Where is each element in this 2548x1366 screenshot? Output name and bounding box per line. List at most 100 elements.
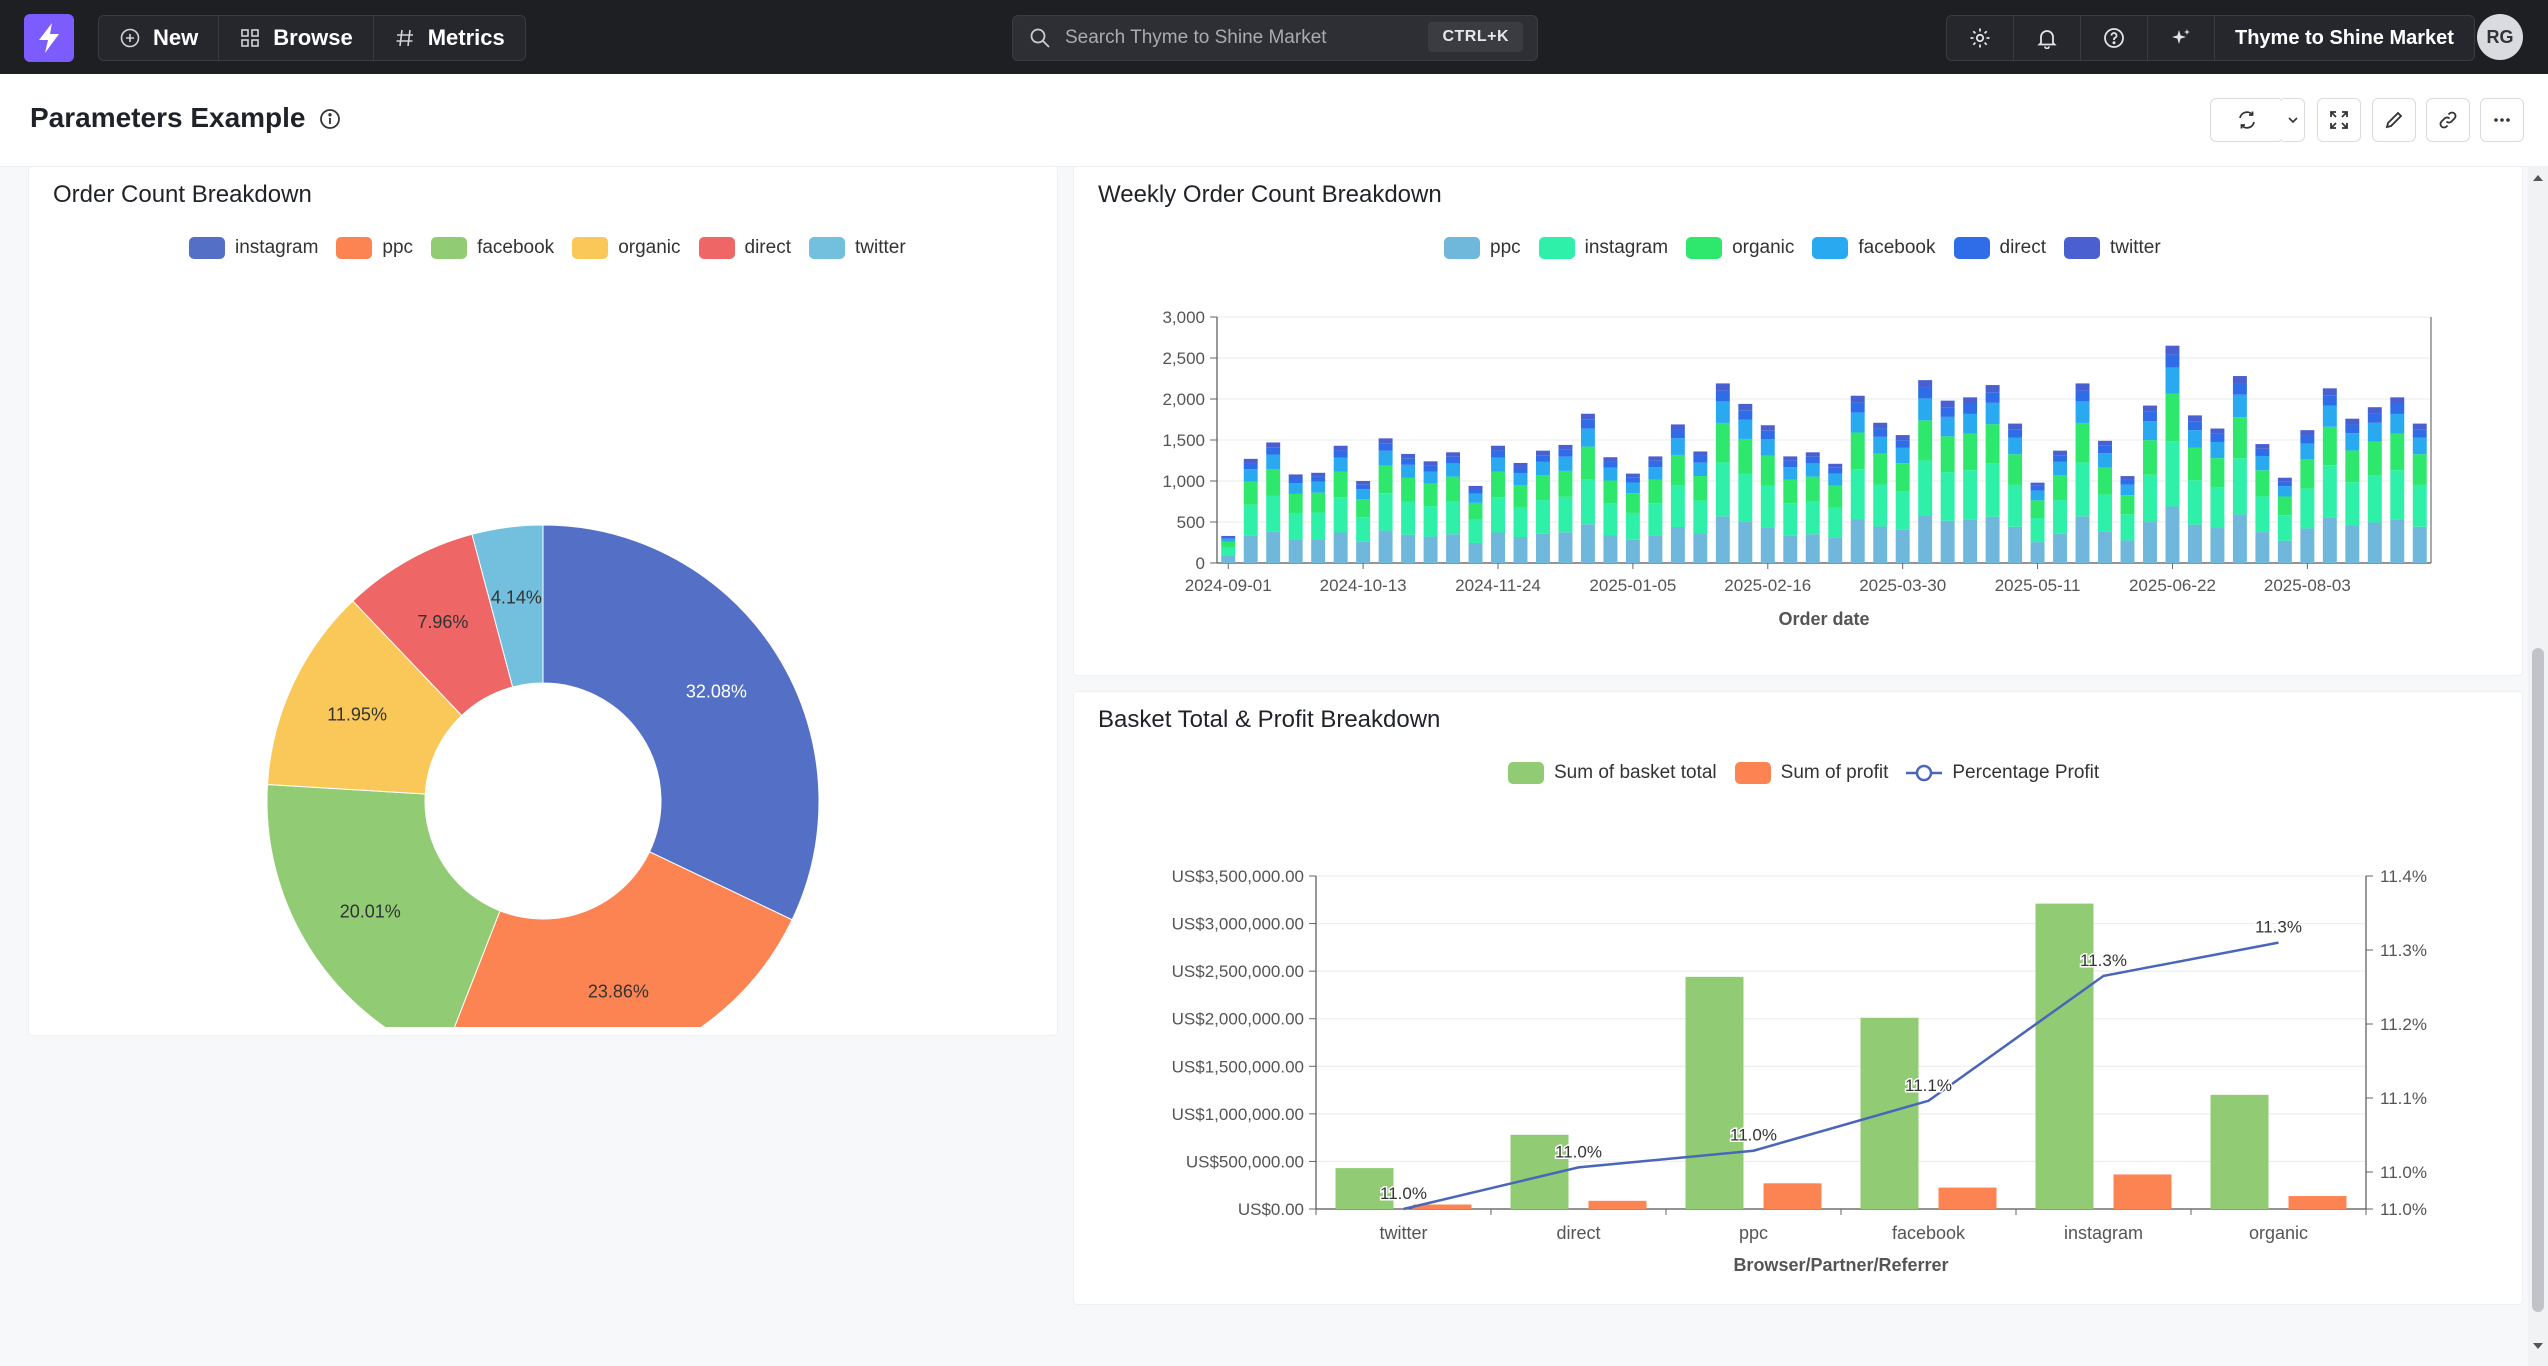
bar-segment-organic[interactable]	[2143, 440, 2157, 475]
bar-segment-twitter[interactable]	[1266, 442, 1281, 448]
bar-segment-facebook[interactable]	[1985, 402, 2000, 425]
bar-segment-direct[interactable]	[1401, 458, 1416, 465]
bar-segment-direct[interactable]	[1243, 463, 1258, 470]
bar-segment-facebook[interactable]	[1288, 483, 1303, 494]
bar-segment-organic[interactable]	[1625, 493, 1640, 513]
bar-segment-organic[interactable]	[1828, 485, 1843, 508]
bar-segment-twitter[interactable]	[1693, 451, 1708, 456]
bar-segment-ppc[interactable]	[1738, 521, 1753, 563]
bar-segment-ppc[interactable]	[1670, 526, 1685, 563]
bar-segment-direct[interactable]	[2143, 411, 2157, 422]
bar-segment-direct[interactable]	[1333, 450, 1348, 458]
bar-segment-ppc[interactable]	[1985, 516, 2000, 563]
bar-segment-twitter[interactable]	[2143, 405, 2157, 412]
bar-segment-instagram[interactable]	[2277, 515, 2292, 541]
bar-segment-facebook[interactable]	[1828, 473, 1843, 486]
bar-profit-ppc[interactable]	[1763, 1183, 1822, 1209]
bar-segment-ppc[interactable]	[1648, 535, 1663, 563]
bar-segment-instagram[interactable]	[1558, 496, 1573, 533]
app-logo[interactable]	[24, 14, 74, 62]
legend-item-sum-of-profit[interactable]: Sum of profit	[1734, 762, 1888, 784]
bar-segment-ppc[interactable]	[2277, 540, 2292, 563]
bar-segment-twitter[interactable]	[1446, 452, 1461, 457]
bar-segment-twitter[interactable]	[2367, 407, 2382, 414]
bar-segment-direct[interactable]	[2120, 479, 2135, 485]
bar-segment-ppc[interactable]	[1940, 520, 1955, 563]
bar-segment-instagram[interactable]	[1648, 503, 1663, 536]
refresh-button[interactable]	[2210, 98, 2284, 142]
bar-segment-ppc[interactable]	[1333, 532, 1348, 563]
bar-segment-twitter[interactable]	[2300, 430, 2315, 436]
bar-segment-organic[interactable]	[1805, 476, 1820, 502]
edit-button[interactable]	[2372, 98, 2416, 142]
percentage-profit-line[interactable]	[1403, 941, 2279, 1211]
bar-segment-facebook[interactable]	[1558, 456, 1573, 471]
pie-slice-organic[interactable]	[266, 600, 463, 795]
bar-segment-direct[interactable]	[1670, 429, 1685, 439]
bar-segment-organic[interactable]	[1243, 481, 1258, 505]
bar-segment-twitter[interactable]	[2187, 415, 2202, 422]
bar-segment-facebook[interactable]	[2277, 486, 2292, 497]
bar-segment-direct[interactable]	[1963, 403, 1978, 414]
bar-segment-facebook[interactable]	[1850, 412, 1865, 433]
bar-segment-facebook[interactable]	[1356, 489, 1371, 500]
bar-segment-facebook[interactable]	[1536, 461, 1550, 476]
bar-segment-twitter[interactable]	[2322, 388, 2337, 396]
settings-button[interactable]	[1947, 16, 2014, 60]
scrollbar-thumb[interactable]	[2532, 648, 2544, 1312]
bar-segment-direct[interactable]	[1738, 410, 1753, 420]
legend-item-facebook[interactable]: facebook	[431, 237, 554, 259]
bar-segment-direct[interactable]	[2232, 383, 2247, 395]
bar-segment-organic[interactable]	[1715, 422, 1730, 463]
bar-segment-ppc[interactable]	[1491, 532, 1505, 563]
bar-segment-ppc[interactable]	[2053, 533, 2068, 563]
bar-segment-instagram[interactable]	[1940, 472, 1955, 521]
bar-segment-twitter[interactable]	[1985, 385, 2000, 393]
bar-segment-organic[interactable]	[1401, 477, 1416, 502]
bar-segment-facebook[interactable]	[2053, 461, 2068, 476]
bar-segment-direct[interactable]	[1805, 456, 1820, 464]
bar-segment-facebook[interactable]	[1580, 428, 1595, 447]
bar-profit-twitter[interactable]	[1413, 1204, 1472, 1209]
new-button[interactable]: New	[99, 16, 220, 60]
bar-segment-instagram[interactable]	[1536, 500, 1550, 534]
bar-segment-organic[interactable]	[2053, 475, 2068, 501]
bar-segment-organic[interactable]	[2367, 441, 2382, 476]
bar-segment-facebook[interactable]	[2165, 367, 2180, 394]
bar-segment-twitter[interactable]	[1805, 452, 1820, 457]
bar-segment-organic[interactable]	[2277, 496, 2292, 516]
bar-segment-direct[interactable]	[1648, 460, 1663, 468]
bar-segment-instagram[interactable]	[2143, 474, 2157, 523]
pie-slice-facebook[interactable]	[266, 784, 501, 1027]
bar-segment-ppc[interactable]	[1311, 539, 1326, 563]
bar-segment-facebook[interactable]	[1670, 438, 1685, 455]
bar-segment-facebook[interactable]	[1805, 463, 1820, 477]
bar-segment-instagram[interactable]	[2030, 517, 2045, 543]
fullscreen-button[interactable]	[2317, 98, 2361, 142]
bar-segment-facebook[interactable]	[2120, 484, 2135, 496]
bar-segment-ppc[interactable]	[1805, 534, 1820, 563]
bar-segment-organic[interactable]	[1356, 499, 1371, 518]
bar-segment-direct[interactable]	[1873, 428, 1888, 437]
bar-segment-facebook[interactable]	[1693, 462, 1708, 477]
legend-item-instagram[interactable]: instagram	[189, 237, 318, 259]
bar-segment-direct[interactable]	[1491, 450, 1505, 458]
bar-segment-twitter[interactable]	[1918, 380, 1933, 388]
bar-segment-organic[interactable]	[2075, 422, 2090, 463]
bar-segment-facebook[interactable]	[1603, 467, 1618, 481]
bar-segment-facebook[interactable]	[2210, 441, 2225, 459]
bar-segment-facebook[interactable]	[1401, 464, 1416, 478]
bar-segment-ppc[interactable]	[2098, 531, 2112, 563]
scroll-down-arrow-icon[interactable]	[2528, 1338, 2548, 1354]
bar-segment-ppc[interactable]	[1446, 534, 1461, 563]
bar-segment-organic[interactable]	[1491, 471, 1505, 498]
bar-segment-direct[interactable]	[2075, 390, 2090, 402]
bar-segment-direct[interactable]	[2210, 433, 2225, 442]
legend-item-facebook[interactable]: facebook	[1812, 237, 1936, 259]
bar-segment-facebook[interactable]	[2367, 422, 2382, 442]
bar-basket-total-organic[interactable]	[2210, 1094, 2269, 1209]
bar-segment-direct[interactable]	[1580, 419, 1595, 429]
bar-segment-twitter[interactable]	[1895, 435, 1910, 441]
bar-segment-instagram[interactable]	[1670, 485, 1685, 527]
bar-segment-instagram[interactable]	[1243, 504, 1258, 536]
